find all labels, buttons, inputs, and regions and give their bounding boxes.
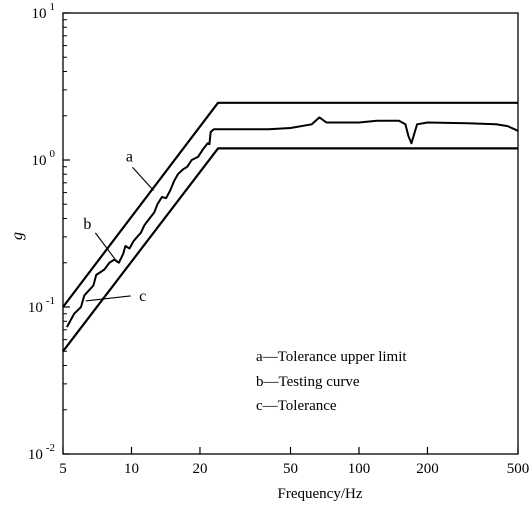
annotations: a b c [83,148,154,305]
annotation-leader-line [132,166,154,191]
annotation-label: a [126,148,133,165]
annotation-label: c [139,288,146,305]
legend-entry-a: a—Tolerance upper limit [256,349,407,365]
legend: a—Tolerance upper limit b—Testing curve … [256,349,407,414]
y-tick-label: 10 -1 [28,295,55,316]
y-tick-label: 10 0 [32,148,56,169]
x-tick-label: 5 [59,461,67,477]
y-tick-label: 10 1 [32,1,56,22]
legend-entry-b: b—Testing curve [256,374,360,390]
x-axis: 5 10 20 50 100 200 500 [59,447,529,477]
x-tick-label: 500 [507,461,530,477]
annotation-leader-line [94,232,119,264]
series-line-c [62,147,518,352]
x-tick-label: 50 [283,461,298,477]
y-tick-label: 10 -2 [28,442,55,463]
series-line-a [62,101,518,308]
y-axis-label: g [9,232,26,240]
x-tick-label: 10 [124,461,139,477]
annotation-leader-line [85,295,131,302]
annotation-label: b [83,216,91,233]
x-tick-label: 20 [192,461,207,477]
legend-entry-c: c—Tolerance [256,398,337,414]
x-axis-label: Frequency/Hz [278,486,363,502]
x-tick-label: 100 [348,461,371,477]
x-tick-label: 200 [416,461,439,477]
series-group [62,101,519,352]
